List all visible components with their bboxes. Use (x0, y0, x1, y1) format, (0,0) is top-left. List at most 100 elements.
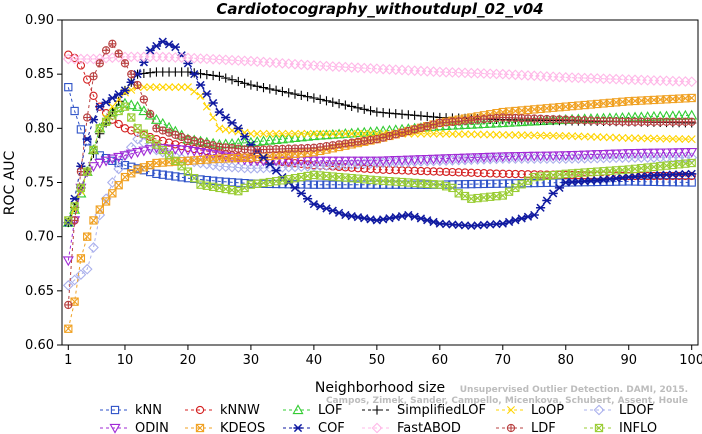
data-point-loop (624, 134, 633, 143)
data-point-knnw (114, 119, 123, 129)
data-point-loop (593, 133, 602, 141)
data-point-knnw (511, 169, 520, 179)
legend-marker-fastabod (371, 422, 383, 434)
data-point-odin (679, 148, 691, 158)
data-point-loop (448, 129, 457, 138)
data-point-cof (397, 211, 407, 221)
data-point-cof (170, 42, 180, 52)
data-point-loop (675, 134, 684, 143)
data-point-knnw (410, 166, 419, 175)
data-point-lof (339, 128, 351, 138)
data-point-simplifiedlof (233, 76, 243, 87)
legend-label: kNN (135, 403, 162, 418)
data-point-knnw (454, 168, 463, 177)
data-point-cof (498, 219, 508, 228)
data-point-odin (490, 152, 503, 163)
data-point-knnw (448, 167, 457, 177)
data-point-knn (177, 173, 186, 182)
data-point-odin (390, 156, 402, 166)
legend-label: LDF (531, 421, 556, 434)
data-point-knn (460, 180, 470, 189)
y-tick-label: 0.60 (25, 338, 54, 353)
data-point-simplifiedlof (265, 84, 275, 94)
y-tick-label: 0.70 (25, 230, 54, 245)
data-point-simplifiedlof (359, 104, 369, 114)
data-point-odin (402, 155, 414, 166)
data-point-knnw (504, 169, 514, 179)
data-point-ldf (687, 117, 696, 126)
data-point-odin (113, 152, 125, 163)
data-point-cof (416, 214, 426, 223)
data-point-knn (316, 180, 325, 189)
data-point-knn (681, 178, 690, 187)
data-point-lof (509, 116, 521, 127)
citation-watermark-line2: Campos, Zimek, Sander, Campello, Micenko… (326, 396, 688, 406)
data-point-kdeos (89, 216, 98, 225)
data-point-loop (649, 134, 658, 143)
data-point-knnw (416, 166, 426, 176)
data-point-odin (365, 156, 377, 167)
data-point-odin (616, 149, 628, 160)
data-point-loop (668, 134, 677, 143)
data-point-kdeos (83, 232, 92, 241)
data-point-simplifiedlof (221, 73, 231, 83)
data-point-ldf (183, 135, 193, 144)
series-line-ldf (67, 43, 692, 305)
data-point-simplifiedlof (340, 100, 350, 110)
data-point-loop (662, 134, 671, 143)
data-point-loop (347, 129, 356, 138)
data-point-lof (320, 129, 333, 140)
data-point-cof (523, 212, 533, 221)
data-point-loop (517, 131, 526, 140)
data-point-cof (233, 124, 243, 133)
data-point-knnw (435, 167, 444, 176)
data-point-kdeos (95, 205, 104, 214)
data-point-lof (264, 134, 276, 145)
data-point-ldof (75, 269, 87, 280)
data-point-odin (144, 145, 156, 156)
data-point-cof (145, 46, 155, 55)
data-point-ldof (125, 141, 137, 153)
data-point-ldf (120, 59, 130, 68)
x-axis-label: Neighborhood size (315, 380, 445, 396)
legend-item-kdeos: KDEOS (185, 421, 265, 434)
data-point-ldf (108, 39, 117, 48)
data-point-knn (70, 106, 79, 116)
data-point-odin (478, 153, 490, 163)
data-point-loop (303, 129, 312, 138)
data-point-inflo (70, 202, 79, 211)
legend-item-knnw: kNNW (185, 403, 260, 418)
data-point-knnw (492, 169, 501, 178)
data-point-knn (467, 179, 476, 189)
data-point-simplifiedlof (240, 78, 250, 88)
data-point-ldof (81, 263, 93, 275)
data-point-odin (610, 149, 622, 160)
data-point-loop (259, 129, 268, 138)
data-point-odin (352, 156, 364, 167)
data-point-loop (272, 129, 281, 138)
legend-item-knn: kNN (100, 403, 162, 418)
data-point-simplifiedlof (321, 96, 332, 106)
data-point-odin (283, 156, 295, 167)
data-point-odin (346, 156, 358, 167)
data-point-odin (522, 151, 534, 162)
data-point-cof (208, 98, 218, 108)
data-point-loop (511, 131, 520, 140)
data-point-loop (158, 83, 167, 92)
data-point-odin (396, 155, 408, 166)
legend-marker-ldof (593, 404, 605, 416)
legend-label: FastABOD (397, 421, 461, 434)
series-ldof (62, 133, 698, 291)
legend-marker-kdeos (195, 423, 205, 433)
data-point-loop (467, 130, 476, 139)
data-point-ldf (240, 145, 249, 154)
data-point-loop (492, 130, 501, 139)
legend-marker-ldf (506, 423, 516, 433)
data-point-simplifiedlof (347, 101, 357, 112)
legend-label: INFLO (619, 421, 657, 434)
data-point-odin (579, 150, 591, 161)
data-point-simplifiedlof (290, 89, 300, 99)
data-point-loop (183, 83, 192, 92)
data-point-simplifiedlof (315, 94, 325, 105)
